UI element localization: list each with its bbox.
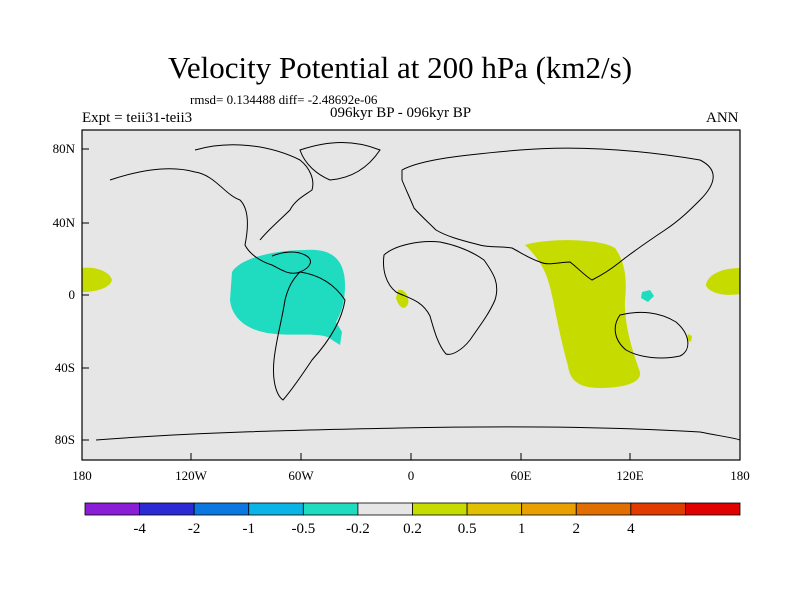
colorbar-label: -1 bbox=[243, 521, 256, 537]
colorbar-box bbox=[139, 502, 195, 516]
colorbar-box bbox=[685, 502, 741, 516]
lon-label-120e: 120E bbox=[616, 468, 644, 483]
colorbar-box bbox=[357, 502, 413, 516]
colorbar-box bbox=[630, 502, 686, 516]
colorbar-label: -2 bbox=[188, 521, 201, 537]
colorbar-box bbox=[84, 502, 140, 516]
colorbar-label: -4 bbox=[133, 521, 146, 537]
lon-label-120w: 120W bbox=[175, 468, 208, 483]
colorbar-label: -0.5 bbox=[291, 521, 315, 537]
lon-label-0: 0 bbox=[408, 468, 415, 483]
lat-label-0: 0 bbox=[69, 287, 76, 302]
colorbar-label: 2 bbox=[573, 521, 581, 537]
colorbar-labels: -4 -2 -1 -0.5 -0.2 0.2 0.5 1 2 4 bbox=[133, 521, 635, 537]
colorbar-label: -0.2 bbox=[346, 521, 370, 537]
lon-label-180-right: 180 bbox=[730, 468, 750, 483]
positive-anomaly-pacific-east bbox=[706, 268, 740, 295]
colorbar bbox=[84, 502, 741, 516]
chart-title: Velocity Potential at 200 hPa (km2/s) bbox=[167, 50, 633, 85]
colorbar-label: 0.5 bbox=[458, 521, 477, 537]
colorbar-box bbox=[193, 502, 250, 516]
latitude-axis bbox=[82, 148, 89, 441]
lon-label-180-left: 180 bbox=[72, 468, 92, 483]
positive-anomaly-australia-east bbox=[687, 334, 692, 342]
colorbar-box bbox=[575, 502, 632, 516]
colorbar-label: 0.2 bbox=[403, 521, 422, 537]
colorbar-label: 1 bbox=[518, 521, 526, 537]
experiment-label: Expt = teii31-teii3 bbox=[82, 110, 193, 126]
lon-label-60w: 60W bbox=[288, 468, 314, 483]
lat-label-80s: 80S bbox=[55, 432, 75, 447]
map-background bbox=[82, 130, 740, 460]
colorbar-box bbox=[412, 502, 468, 516]
longitude-axis bbox=[81, 453, 741, 460]
positive-anomaly-atlantic bbox=[396, 289, 409, 308]
lat-label-40n: 40N bbox=[53, 215, 76, 230]
period-label: 096kyr BP - 096kyr BP bbox=[330, 105, 472, 121]
positive-anomaly-indian-ocean bbox=[525, 240, 641, 388]
lat-label-40s: 40S bbox=[55, 360, 75, 375]
lon-label-60e: 60E bbox=[511, 468, 532, 483]
colorbar-box bbox=[248, 502, 304, 516]
negative-anomaly-indonesia bbox=[641, 290, 654, 302]
lat-label-80n: 80N bbox=[53, 141, 76, 156]
colorbar-box bbox=[302, 502, 359, 516]
stats-text: rmsd= 0.134488 diff= -2.48692e-06 bbox=[190, 92, 378, 107]
coastlines bbox=[95, 142, 741, 441]
positive-anomaly-pacific-west bbox=[82, 267, 112, 292]
negative-anomaly-south-america bbox=[230, 249, 345, 345]
colorbar-box bbox=[521, 502, 577, 516]
colorbar-box bbox=[466, 502, 523, 516]
colorbar-label: 4 bbox=[627, 521, 635, 537]
season-label: ANN bbox=[706, 110, 739, 126]
